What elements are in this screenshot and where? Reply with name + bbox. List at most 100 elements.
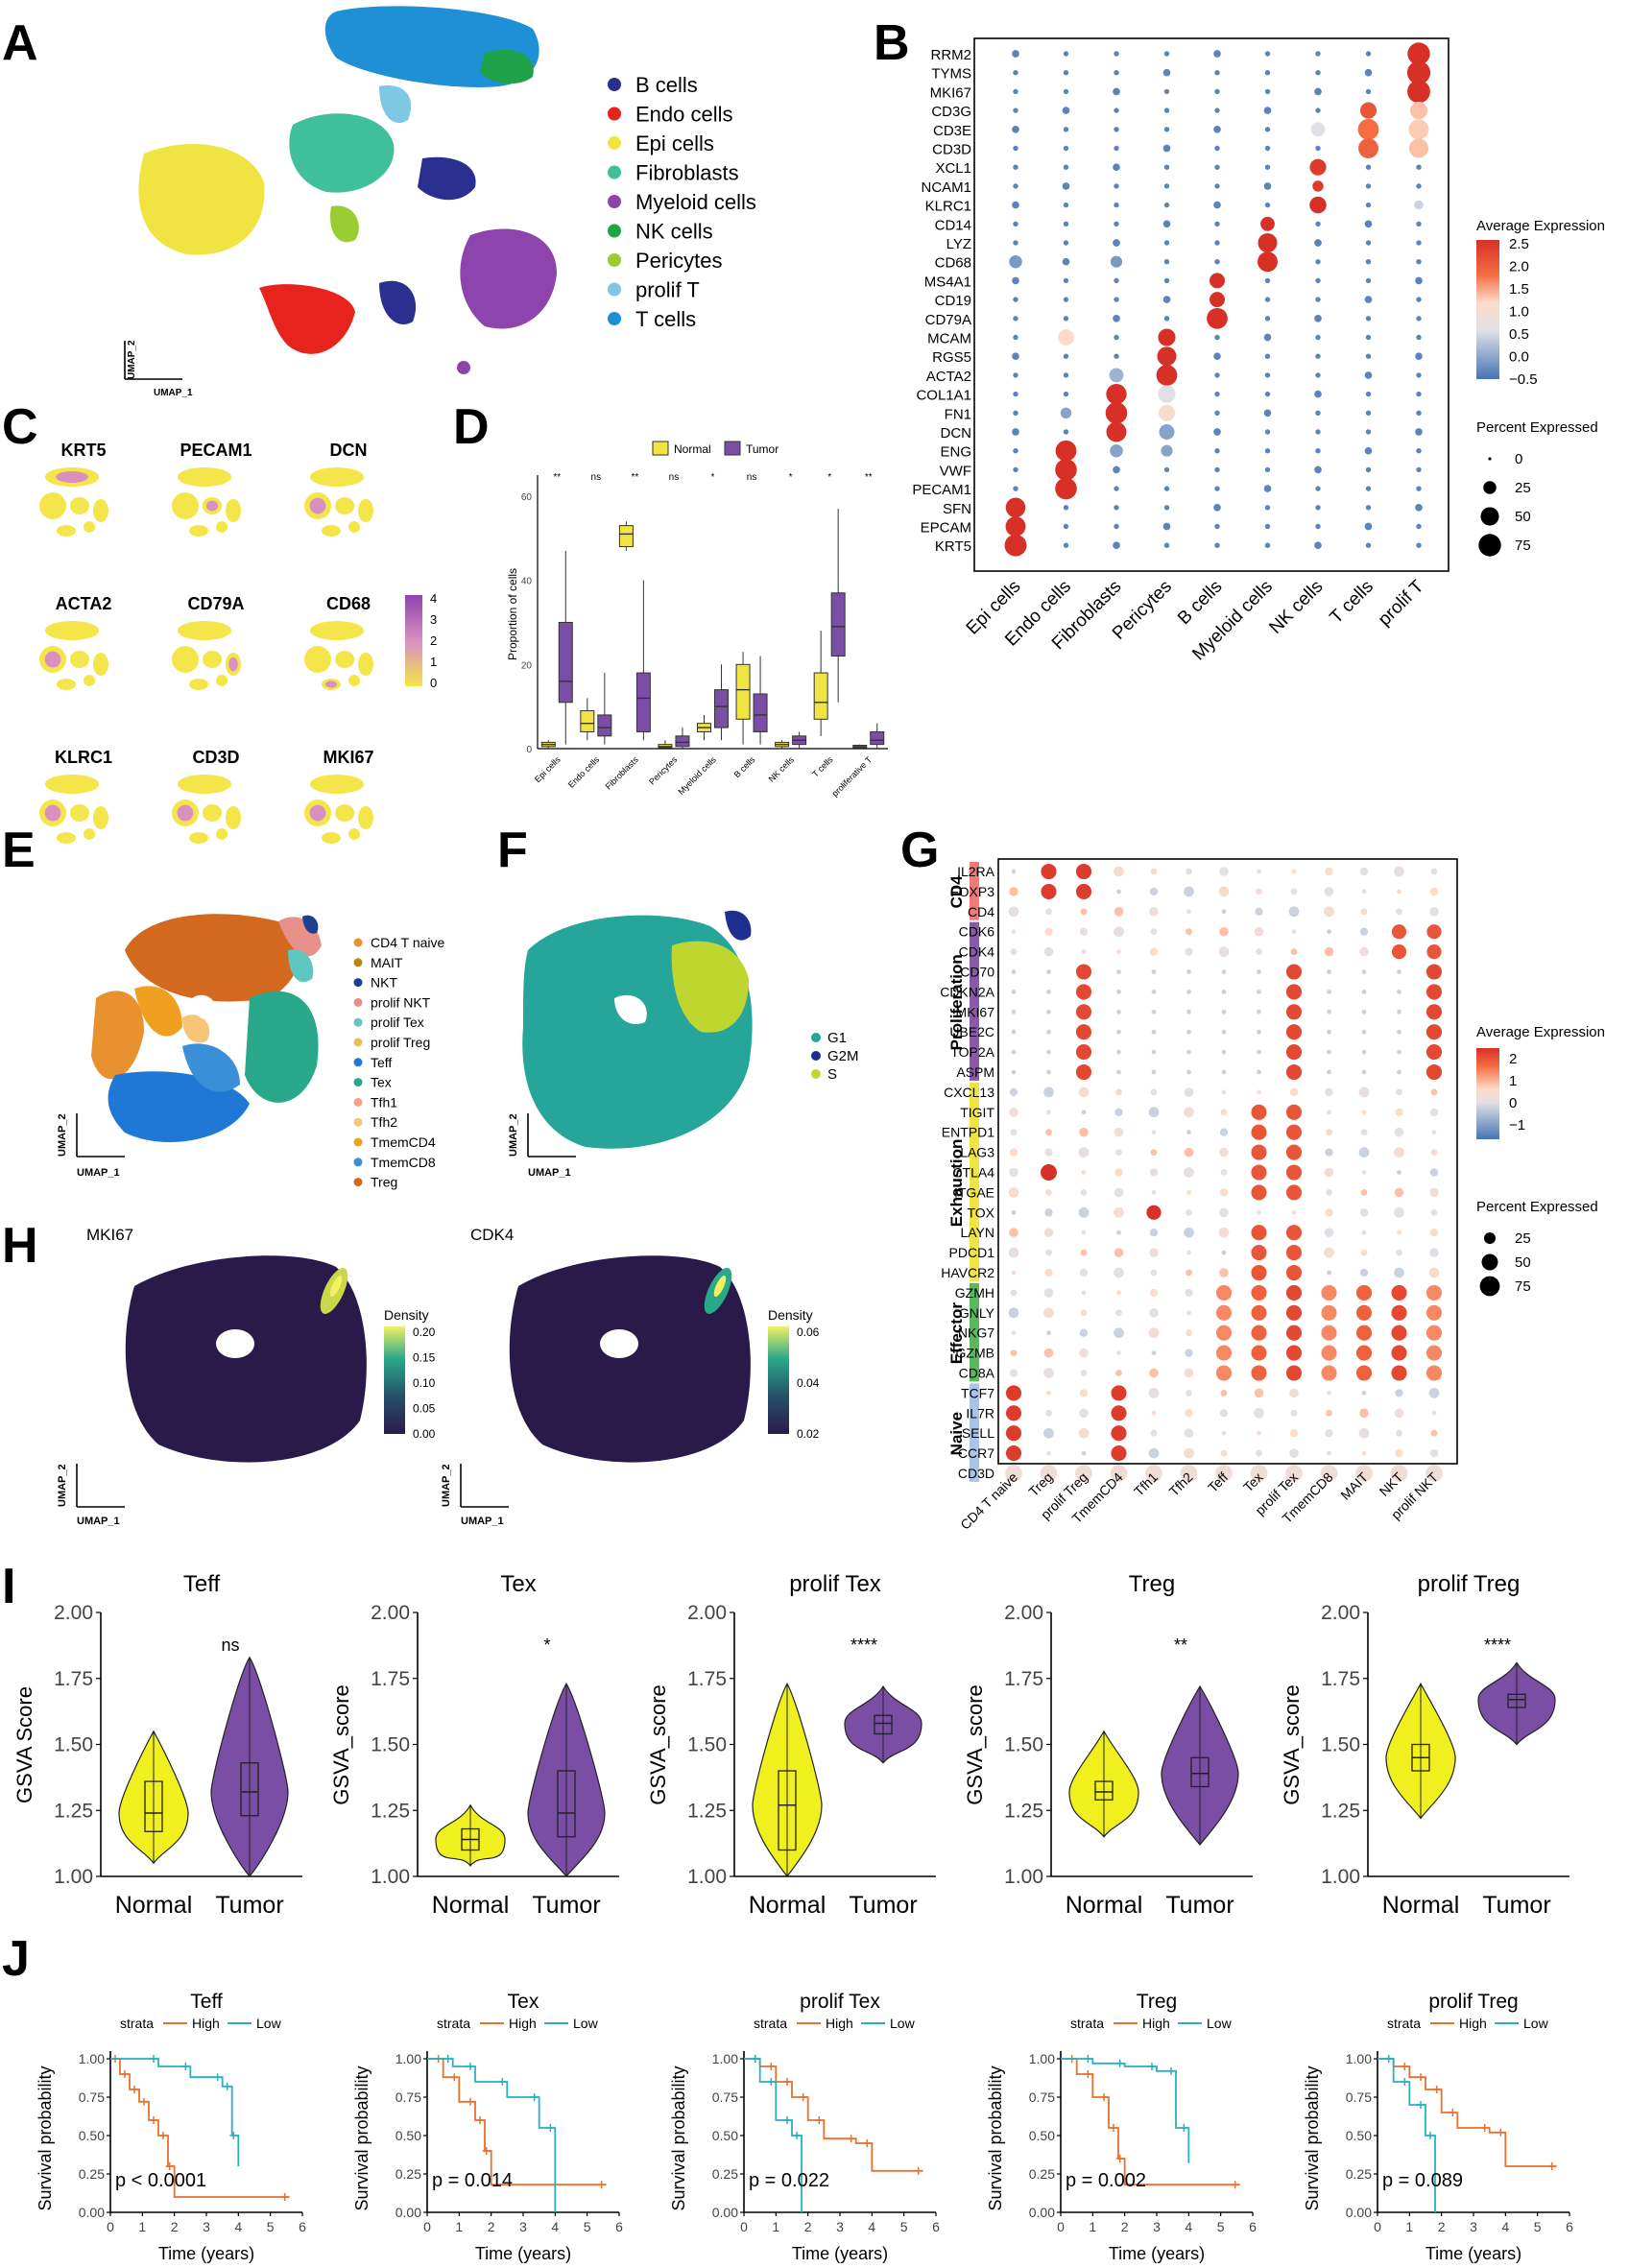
g-dot (1116, 1049, 1121, 1055)
j-ytick: 1.00 (395, 2051, 421, 2066)
c-expression-highlight (309, 804, 326, 822)
b-dot (1416, 297, 1422, 302)
e-cluster-prolif-tex (288, 949, 314, 983)
i-category: Normal (1066, 1892, 1143, 1919)
g-dot (1221, 969, 1227, 974)
legend-label-myeloid-cells: Myeloid cells (635, 190, 756, 214)
g-dot (1149, 1229, 1159, 1237)
j-curve-low (427, 2058, 557, 2212)
b-dot (1114, 70, 1119, 76)
b-dot (1264, 297, 1271, 302)
g-dot (1396, 1429, 1402, 1437)
g-dot (1327, 1069, 1331, 1075)
legend-label-endo-cells: Endo cells (635, 103, 733, 127)
f-cluster-s (671, 941, 749, 1033)
panel-e-legend: CD4 T naive MAIT NKT prolif NKT prolif Tex pr… (353, 935, 445, 1190)
g-dot (1251, 1144, 1267, 1160)
g-dot (1146, 1205, 1162, 1220)
h-colorbar (768, 1326, 789, 1434)
b-dot (1162, 68, 1171, 77)
b-dot (1012, 50, 1019, 58)
b-dot (1315, 448, 1321, 454)
b-dot (1158, 404, 1176, 421)
g-dot (1360, 1249, 1368, 1256)
b-dot (1315, 297, 1321, 302)
b-dot (1365, 277, 1372, 284)
g-dot (1221, 1250, 1227, 1255)
g-dot (1186, 1190, 1191, 1195)
b-dot (1113, 466, 1120, 474)
g-dot (1009, 1167, 1018, 1178)
h-title-cdk4: CDK4 (470, 1226, 514, 1244)
g-dot (1361, 889, 1367, 895)
b-dot (1214, 107, 1220, 113)
b-dot (1063, 202, 1069, 208)
h-legend-title: Density (384, 1307, 429, 1323)
h-hotspot-core (713, 1275, 727, 1298)
j-ytick: 0.25 (79, 2166, 105, 2182)
i-ytick: 1.50 (371, 1734, 410, 1756)
g-dot (1041, 883, 1057, 899)
j-censor-mark (1417, 2101, 1425, 2109)
g-gene-label: CD70 (960, 965, 994, 980)
j-censor-mark (1115, 2059, 1124, 2067)
d-box (813, 672, 828, 720)
b-dot (1264, 505, 1271, 511)
c-umap-cluster (226, 806, 241, 829)
g-dot (1397, 969, 1401, 974)
d-ylabel: Proportion of cells (506, 568, 519, 660)
d-category: Myeloid cells (676, 754, 718, 797)
g-dot (1186, 1208, 1192, 1216)
g-dot (1078, 1147, 1090, 1158)
j-censor-mark (1110, 2124, 1117, 2132)
b-dot (1055, 459, 1077, 481)
i-significance: ns (221, 1635, 239, 1655)
b-dot (1407, 80, 1430, 104)
g-gene-label: PDCD1 (949, 1245, 995, 1260)
g-dot (1324, 1228, 1334, 1237)
b-dot (1364, 220, 1373, 228)
g-dot (1150, 868, 1158, 875)
g-dot (1149, 947, 1159, 956)
g-dot (1186, 969, 1191, 974)
g-dot (1429, 1248, 1439, 1257)
g-dot (1009, 1108, 1018, 1117)
b-dot (1114, 334, 1119, 341)
j-censor-mark (121, 2070, 129, 2078)
panel-label-f: F (497, 823, 528, 878)
b-dot (1264, 391, 1271, 397)
b-dot (1365, 259, 1372, 265)
b-dot (1314, 390, 1322, 398)
e-legend-label-tfh1: Tfh1 (371, 1094, 397, 1110)
g-dot (1251, 1365, 1267, 1381)
d-box (597, 714, 612, 737)
g-dot (1114, 907, 1124, 917)
c-colorbar-tick: 2 (430, 633, 437, 648)
j-curve-high (1377, 2058, 1557, 2167)
b-dot (1110, 443, 1123, 458)
b-dot (1264, 448, 1271, 454)
panel-e-umap (91, 914, 322, 1142)
c-umap-cluster (310, 467, 364, 487)
j-legend-high: High (1459, 2016, 1487, 2031)
b-dot (1009, 254, 1022, 269)
c-umap-cluster (348, 828, 360, 840)
b-gene-label: RGS5 (932, 349, 971, 366)
j-censor-mark (1401, 2063, 1409, 2070)
g-dot (1254, 1388, 1264, 1398)
j-censor-mark (1417, 2073, 1425, 2082)
g-dot (1079, 1408, 1089, 1419)
j-ylabel: Survival probability (669, 2065, 688, 2210)
i-title: prolif Tex (789, 1571, 881, 1597)
g-gene-label: CXCL13 (944, 1085, 994, 1100)
j-ytick: 1.00 (79, 2051, 105, 2066)
g-dot (1184, 1107, 1194, 1118)
g-dot (1075, 1044, 1092, 1061)
c-expression-highlight (56, 471, 88, 483)
j-censor-mark (1497, 2128, 1505, 2137)
i-ytick: 1.25 (687, 1800, 727, 1822)
i-ytick: 2.00 (1321, 1602, 1360, 1624)
g-gene-label: CCR7 (958, 1445, 994, 1461)
g-dot (1321, 1325, 1337, 1341)
b-dot (1315, 429, 1321, 435)
